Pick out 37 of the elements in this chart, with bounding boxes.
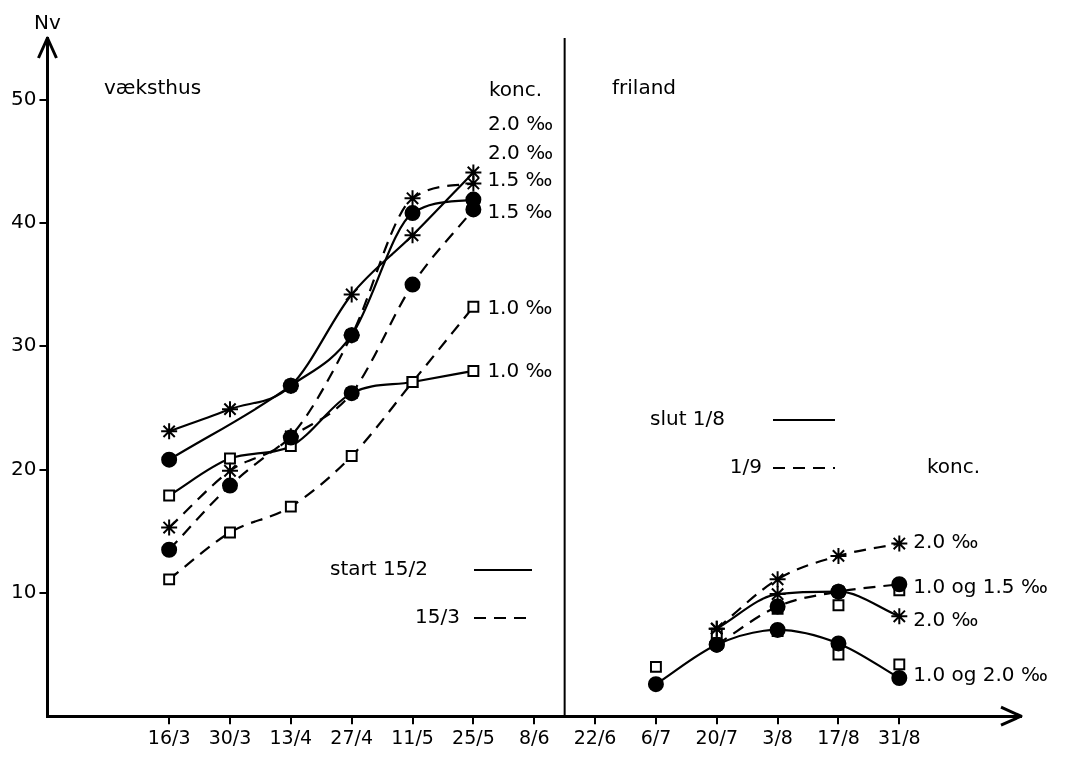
x-tick-label: 30/3 bbox=[208, 725, 252, 748]
x-tick-label: 22/6 bbox=[573, 725, 617, 748]
annotation: 2.0 ‰ bbox=[488, 111, 553, 136]
annotation: slut 1/8 bbox=[650, 406, 726, 431]
annotation: 1/9 bbox=[729, 454, 762, 479]
x-tick-label: 13/4 bbox=[269, 725, 313, 748]
x-tick-label: 6/7 bbox=[640, 725, 672, 748]
annotation: 2.0 ‰ bbox=[913, 528, 979, 553]
y-tick-label: 40 bbox=[11, 209, 37, 234]
annotation: konc. bbox=[927, 454, 981, 479]
annotation: 2.0 ‰ bbox=[488, 140, 553, 165]
annotation: 1.0 ‰ bbox=[487, 358, 553, 383]
y-tick-label: 20 bbox=[11, 455, 37, 480]
annotation: 1.5 ‰ bbox=[487, 199, 553, 224]
x-tick-label: 17/8 bbox=[817, 725, 860, 748]
annotation: 1.0 ‰ bbox=[487, 295, 553, 320]
x-tick-label: 27/4 bbox=[330, 725, 374, 748]
annotation: 2.0 ‰ bbox=[913, 607, 979, 632]
annotation: væksthus bbox=[104, 75, 202, 100]
x-tick-label: 3/8 bbox=[762, 725, 793, 748]
annotation: 1.0 og 1.5 ‰ bbox=[913, 574, 1048, 599]
annotation: 15/3 bbox=[415, 604, 460, 629]
annotation: 1.5 ‰ bbox=[487, 167, 553, 192]
y-tick-label: 50 bbox=[11, 85, 37, 110]
x-tick-label: 11/5 bbox=[391, 725, 434, 748]
x-tick-label: 25/5 bbox=[452, 725, 495, 748]
annotation: konc. bbox=[489, 77, 543, 102]
annotation: start 15/2 bbox=[330, 556, 428, 581]
x-tick-label: 8/6 bbox=[518, 725, 550, 748]
x-tick-label: 31/8 bbox=[877, 725, 921, 748]
x-tick-label: 16/3 bbox=[147, 725, 191, 748]
y-tick-label: 10 bbox=[11, 579, 37, 604]
x-tick-label: 20/7 bbox=[695, 725, 739, 748]
annotation: 1.0 og 2.0 ‰ bbox=[913, 661, 1048, 686]
y-tick-label: 30 bbox=[11, 332, 37, 357]
annotation: friland bbox=[612, 75, 677, 100]
y-axis-title: Nv bbox=[34, 10, 62, 35]
